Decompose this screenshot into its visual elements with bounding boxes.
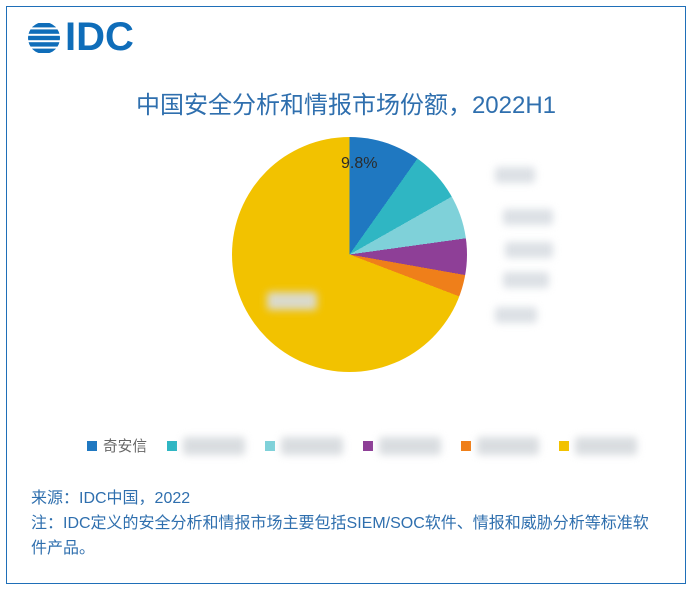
blurred-label xyxy=(267,292,317,310)
blurred-label xyxy=(379,437,441,455)
blurred-label xyxy=(575,437,637,455)
pie-slice-label: 9.8% xyxy=(341,155,377,173)
legend-swatch xyxy=(559,441,569,451)
legend-swatch xyxy=(167,441,177,451)
legend-label: 奇安信 xyxy=(103,435,147,456)
legend-swatch xyxy=(363,441,373,451)
footer-note-line: 来源：IDC中国，2022 xyxy=(31,487,661,512)
idc-logo-text: IDC xyxy=(65,15,134,60)
blurred-label xyxy=(503,209,553,225)
legend-item xyxy=(167,437,245,455)
legend-item xyxy=(265,437,343,455)
blurred-label xyxy=(183,437,245,455)
blurred-label xyxy=(477,437,539,455)
legend-swatch xyxy=(461,441,471,451)
legend-item xyxy=(559,437,637,455)
legend-item xyxy=(363,437,441,455)
legend-item: 奇安信 xyxy=(87,435,147,456)
blurred-label xyxy=(503,272,549,288)
legend-swatch xyxy=(265,441,275,451)
legend-swatch xyxy=(87,441,97,451)
blurred-label xyxy=(495,167,535,183)
idc-logo: IDC xyxy=(27,15,134,60)
footer-note-line: 注：IDC定义的安全分析和情报市场主要包括SIEM/SOC软件、情报和威胁分析等… xyxy=(31,512,661,562)
blurred-label xyxy=(505,242,553,258)
chart-frame: IDC 中国安全分析和情报市场份额，2022H1 9.8% 奇安信 来源：IDC… xyxy=(6,6,686,584)
chart-title: 中国安全分析和情报市场份额，2022H1 xyxy=(7,85,685,120)
legend: 奇安信 xyxy=(87,435,645,456)
footer-notes: 来源：IDC中国，2022注：IDC定义的安全分析和情报市场主要包括SIEM/S… xyxy=(31,487,661,561)
pie-chart: 9.8% xyxy=(232,137,467,372)
blurred-label xyxy=(281,437,343,455)
idc-logo-stripes-icon xyxy=(27,21,61,55)
blurred-label xyxy=(495,307,537,323)
legend-item xyxy=(461,437,539,455)
